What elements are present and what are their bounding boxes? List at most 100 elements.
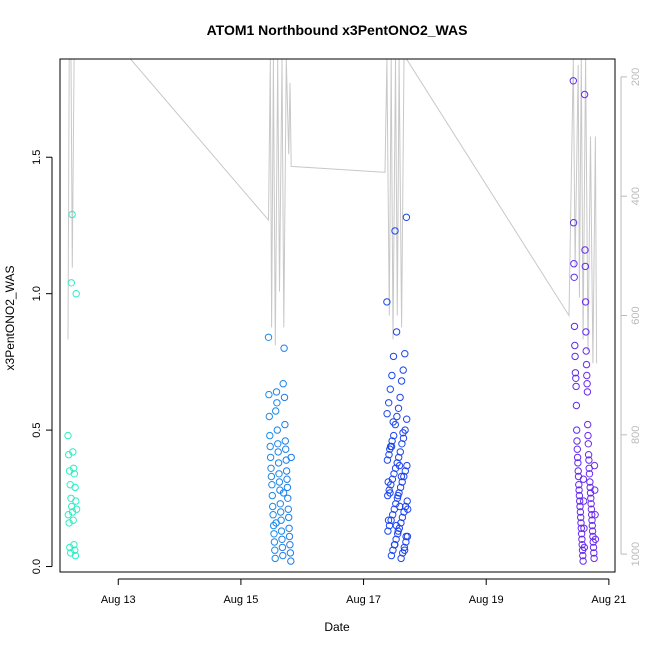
- data-point: [264, 333, 273, 341]
- data-point: [393, 412, 401, 421]
- data-point: [68, 210, 76, 219]
- data-point: [385, 399, 393, 407]
- data-point: [388, 371, 396, 380]
- data-point: [581, 262, 589, 271]
- data-point: [588, 516, 596, 524]
- data-point: [577, 519, 585, 527]
- data-point: [274, 440, 282, 448]
- data-point: [269, 502, 277, 511]
- data-point: [275, 478, 284, 486]
- data-point: [582, 328, 590, 336]
- data-point: [266, 442, 274, 451]
- data-point: [279, 551, 287, 560]
- secondary-y-tick-label: 400: [630, 187, 642, 205]
- data-point: [587, 494, 595, 502]
- data-point: [591, 486, 599, 494]
- data-point: [589, 543, 598, 552]
- data-point: [384, 527, 392, 535]
- data-point: [590, 549, 598, 557]
- data-point: [577, 513, 585, 522]
- data-point: [579, 557, 587, 565]
- data-point: [395, 453, 403, 462]
- data-point: [265, 390, 273, 399]
- data-point: [570, 322, 579, 331]
- data-point: [270, 530, 278, 538]
- x-tick-label: Aug 13: [101, 594, 136, 606]
- data-point: [278, 543, 287, 552]
- data-point: [583, 371, 591, 380]
- secondary-y-axis: 200 400 600 800 1000: [620, 68, 642, 566]
- secondary-y-tick-label: 800: [630, 426, 642, 444]
- data-point: [285, 532, 294, 541]
- data-point: [65, 451, 73, 459]
- data-point: [279, 489, 288, 497]
- data-point: [72, 290, 80, 298]
- data-point: [285, 513, 293, 522]
- data-point: [585, 470, 594, 478]
- data-point: [389, 352, 398, 361]
- data-point: [272, 519, 280, 527]
- data-point: [393, 494, 402, 502]
- data-point: [590, 554, 598, 563]
- data-point: [286, 549, 295, 557]
- data-point: [397, 472, 406, 481]
- data-point: [583, 380, 591, 388]
- y-tick-label: 1.5: [31, 150, 43, 165]
- data-point: [275, 470, 283, 478]
- data-point: [394, 530, 402, 538]
- data-point: [588, 527, 597, 535]
- x-tick-label: Aug 19: [469, 594, 504, 606]
- data-point: [272, 388, 281, 396]
- data-point: [399, 429, 407, 437]
- data-point: [284, 494, 292, 502]
- data-point: [587, 500, 595, 508]
- data-point: [276, 500, 284, 508]
- data-point: [400, 472, 408, 481]
- data-point: [277, 508, 285, 516]
- data-point: [286, 541, 294, 549]
- data-point: [385, 521, 394, 530]
- plot-frame: [59, 58, 616, 573]
- data-point: [587, 505, 596, 513]
- data-point: [402, 213, 411, 222]
- secondary-y-tick-label: 600: [630, 306, 642, 324]
- x-axis: Aug 13 Aug 15 Aug 17 Aug 19 Aug 21: [101, 578, 626, 606]
- data-point: [387, 551, 396, 560]
- data-point: [581, 298, 590, 306]
- data-point: [266, 453, 275, 462]
- data-point: [269, 511, 277, 519]
- data-point: [383, 298, 391, 306]
- data-point: [584, 431, 592, 440]
- data-point: [584, 440, 592, 448]
- y-tick-label: 0.5: [31, 422, 43, 437]
- data-point: [576, 508, 585, 516]
- data-point: [280, 344, 288, 352]
- data-point: [67, 279, 76, 287]
- data-point: [395, 461, 404, 470]
- data-point: [273, 426, 281, 434]
- data-point: [582, 347, 590, 355]
- x-tick-label: Aug 17: [346, 594, 381, 606]
- data-point: [272, 407, 280, 415]
- data-point: [570, 260, 578, 268]
- x-tick-label: Aug 15: [223, 594, 258, 606]
- data-point: [285, 524, 293, 532]
- data-point: [574, 459, 582, 467]
- data-point: [588, 511, 596, 519]
- data-point: [271, 554, 279, 563]
- data-point: [397, 377, 406, 385]
- data-point: [396, 448, 404, 456]
- data-point: [397, 554, 405, 563]
- data-point: [401, 467, 409, 475]
- data-point: [403, 497, 411, 505]
- data-point: [64, 431, 72, 440]
- data-point: [72, 497, 80, 505]
- data-point: [383, 456, 392, 464]
- data-point: [67, 494, 75, 502]
- data-point: [577, 524, 585, 532]
- data-point: [588, 521, 596, 530]
- data-point: [580, 497, 588, 505]
- data-point: [287, 557, 295, 565]
- y-axis: 0.0 0.5 1.0 1.5: [31, 150, 53, 574]
